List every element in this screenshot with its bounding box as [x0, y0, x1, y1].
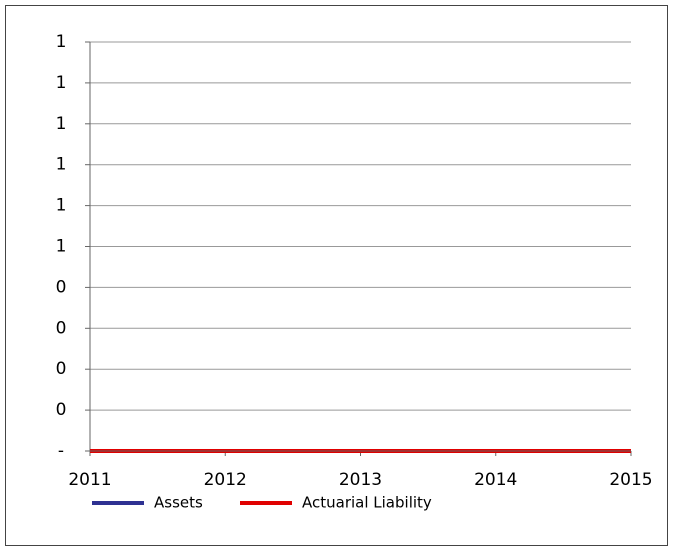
x-tick-label: 2015	[609, 470, 652, 490]
y-tick-label: 1	[56, 32, 67, 52]
x-tick-label: 2012	[204, 470, 247, 490]
y-tick-label: 0	[56, 277, 67, 297]
x-tick-label: 2011	[68, 470, 111, 490]
x-tick-label: 2013	[339, 470, 382, 490]
y-tick-label: 1	[56, 237, 67, 257]
y-tick-label: 1	[56, 114, 67, 134]
y-tick-label: 0	[56, 359, 67, 379]
y-tick-label: 1	[56, 155, 67, 175]
y-tick-label: 1	[56, 73, 67, 93]
x-tick-label: 2014	[474, 470, 517, 490]
y-tick-label: 0	[56, 318, 67, 338]
legend-label: Actuarial Liability	[302, 494, 432, 512]
y-tick-label: -	[58, 441, 64, 461]
legend-label: Assets	[154, 494, 203, 512]
y-tick-label: 1	[56, 196, 67, 216]
y-tick-label: 0	[56, 400, 67, 420]
chart-frame	[5, 5, 668, 546]
